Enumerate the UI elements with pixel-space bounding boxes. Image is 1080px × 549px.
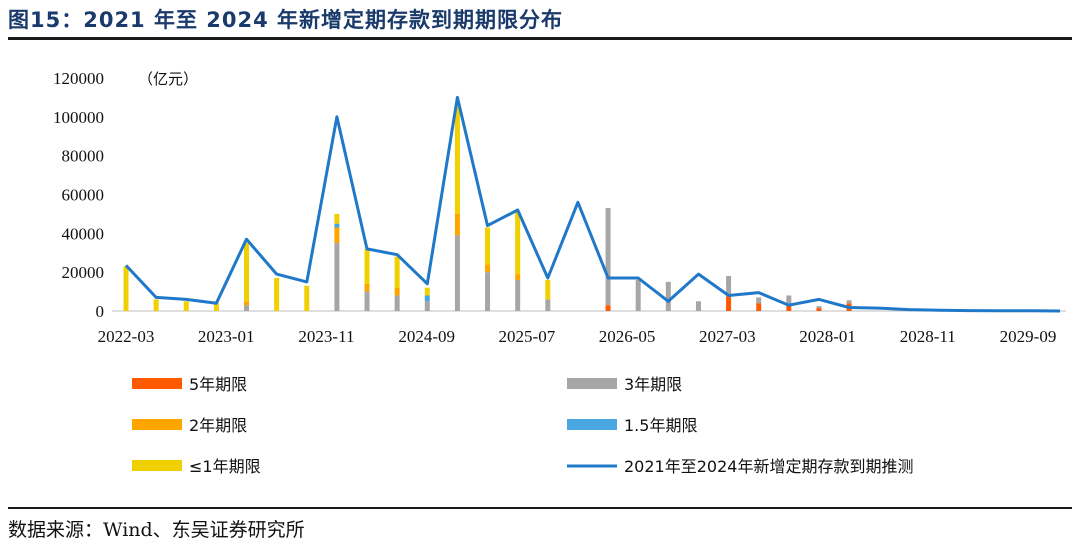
x-tick-labels: 2022-03 2023-01 2023-11 2024-09 2025-07 2026-… [98, 327, 1057, 346]
bar-segment [786, 305, 792, 311]
bar-segment [515, 211, 521, 275]
x-tick-label: 2028-01 [799, 327, 856, 346]
bar-segment [786, 295, 792, 306]
bar-segment [123, 266, 129, 311]
bar-segment [334, 243, 340, 311]
legend: 5年期限 3年期限 2年期限 1.5年期限 ≤1年期限 2021年至2024年新增定期存款… [132, 375, 913, 476]
bar-segment [424, 301, 430, 311]
x-tick-label: 2023-01 [198, 327, 255, 346]
legend-swatch [567, 419, 617, 430]
bar-segment [756, 297, 762, 304]
x-tick-label: 2025-07 [499, 327, 556, 346]
bar-segment [244, 305, 250, 311]
bar-segment [334, 227, 340, 244]
bar-segment [816, 306, 822, 309]
bar-segment [454, 235, 460, 311]
forecast-line [124, 95, 1061, 313]
chart-title-bar: 图15：2021 年至 2024 年新增定期存款到期期限分布 [0, 0, 1080, 38]
y-tick-label: 0 [96, 302, 105, 321]
bar-segment [394, 295, 400, 311]
legend-swatch [567, 378, 617, 389]
x-tick-label: 2022-03 [98, 327, 155, 346]
bar-segment [695, 301, 701, 311]
bar-segment [665, 281, 671, 311]
legend-label: ≤1年期限 [189, 457, 261, 476]
bar-segment [545, 279, 551, 300]
bar-segment [515, 279, 521, 311]
bar-segment [304, 285, 310, 311]
legend-label: 5年期限 [189, 375, 247, 394]
x-tick-label: 2023-11 [298, 327, 354, 346]
y-tick-label: 40000 [62, 224, 105, 243]
bar-segment [485, 264, 491, 273]
title-rule [8, 37, 1072, 40]
bar-segment [364, 283, 370, 292]
legend-swatch [132, 378, 182, 389]
bar-segment [454, 103, 460, 214]
bar-segment [183, 301, 189, 311]
footer-rule [8, 507, 1072, 509]
x-tick-label: 2027-03 [699, 327, 756, 346]
bar-segment [605, 208, 611, 306]
x-tick-label: 2029-09 [1000, 327, 1057, 346]
bar-segment [244, 301, 250, 306]
bar-segment [244, 243, 250, 302]
y-tick-label: 120000 [53, 69, 104, 88]
bar-segment [726, 276, 732, 296]
bar-segment [605, 305, 611, 311]
bar-segment [454, 213, 460, 236]
bar-segment [816, 308, 822, 311]
bars-layer [123, 103, 852, 311]
bar-segment [485, 227, 491, 265]
y-tick-label: 80000 [62, 147, 105, 166]
bar-segment [394, 256, 400, 288]
y-axis: 0 20000 40000 60000 80000 100000 120000 [53, 69, 104, 321]
bar-segment [153, 299, 159, 311]
legend-swatch [132, 419, 182, 430]
bar-segment [394, 287, 400, 296]
y-tick-label: 100000 [53, 108, 104, 127]
x-tick-label: 2028-11 [900, 327, 956, 346]
legend-label: 2021年至2024年新增定期存款到期推测 [624, 457, 913, 476]
legend-swatch [132, 460, 182, 471]
x-tick-label: 2026-05 [599, 327, 656, 346]
bar-segment [846, 300, 852, 304]
bar-segment [334, 213, 340, 224]
line-layer [124, 95, 1061, 313]
bar-segment [485, 272, 491, 311]
bar-segment [635, 279, 641, 311]
bar-segment [213, 303, 219, 311]
bar-segment [726, 295, 732, 311]
y-tick-label: 60000 [62, 186, 105, 205]
bar-segment [515, 274, 521, 280]
bar-segment [756, 303, 762, 311]
bar-segment [274, 277, 280, 311]
legend-label: 2年期限 [189, 416, 247, 435]
bar-segment [364, 248, 370, 284]
chart-title: 图15：2021 年至 2024 年新增定期存款到期期限分布 [8, 8, 564, 32]
bar-segment [364, 291, 370, 311]
source-note: 数据来源：Wind、东吴证券研究所 [8, 519, 305, 541]
bar-segment [424, 287, 430, 296]
bar-segment [334, 223, 340, 228]
x-tick-label: 2024-09 [398, 327, 455, 346]
legend-label: 1.5年期限 [624, 416, 697, 435]
bar-segment [545, 299, 551, 311]
y-unit-label: （亿元） [138, 70, 198, 88]
legend-label: 3年期限 [624, 375, 682, 394]
chart: （亿元） 0 20000 40000 60000 80000 100000 120000 2… [53, 69, 1066, 476]
bar-segment [424, 295, 430, 302]
y-tick-label: 20000 [62, 263, 105, 282]
